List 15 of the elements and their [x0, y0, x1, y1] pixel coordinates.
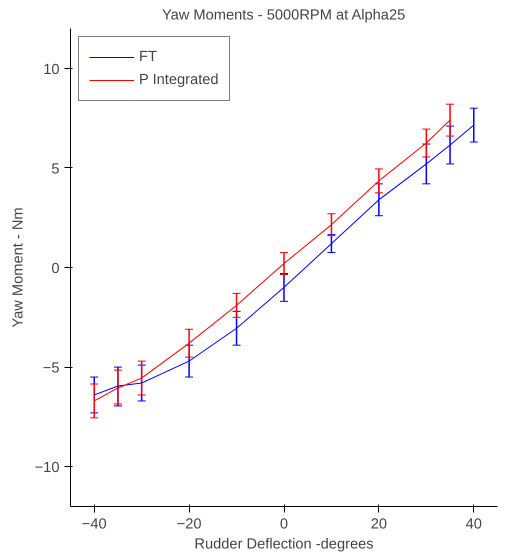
y-axis-title: Yaw Moment - Nm — [10, 207, 27, 328]
x-axis-title: Rudder Deflection -degrees — [194, 536, 374, 552]
x-tick-label: 40 — [466, 516, 482, 532]
y-tick-label: −5 — [42, 360, 60, 377]
y-tick-label: −10 — [34, 460, 60, 476]
y-tick-label: 0 — [51, 261, 60, 277]
y-tick-label: 5 — [51, 161, 60, 178]
y-tick-label: 10 — [43, 62, 60, 78]
x-tick-label: −40 — [82, 516, 107, 532]
chart-title: Yaw Moments - 5000RPM at Alpha25 — [162, 8, 406, 24]
x-tick-label: 20 — [370, 516, 388, 532]
legend-label: P Integrated — [139, 72, 219, 88]
x-tick-label: −20 — [176, 516, 202, 532]
legend-label: FT — [139, 49, 158, 65]
x-tick-label: 0 — [280, 516, 288, 532]
